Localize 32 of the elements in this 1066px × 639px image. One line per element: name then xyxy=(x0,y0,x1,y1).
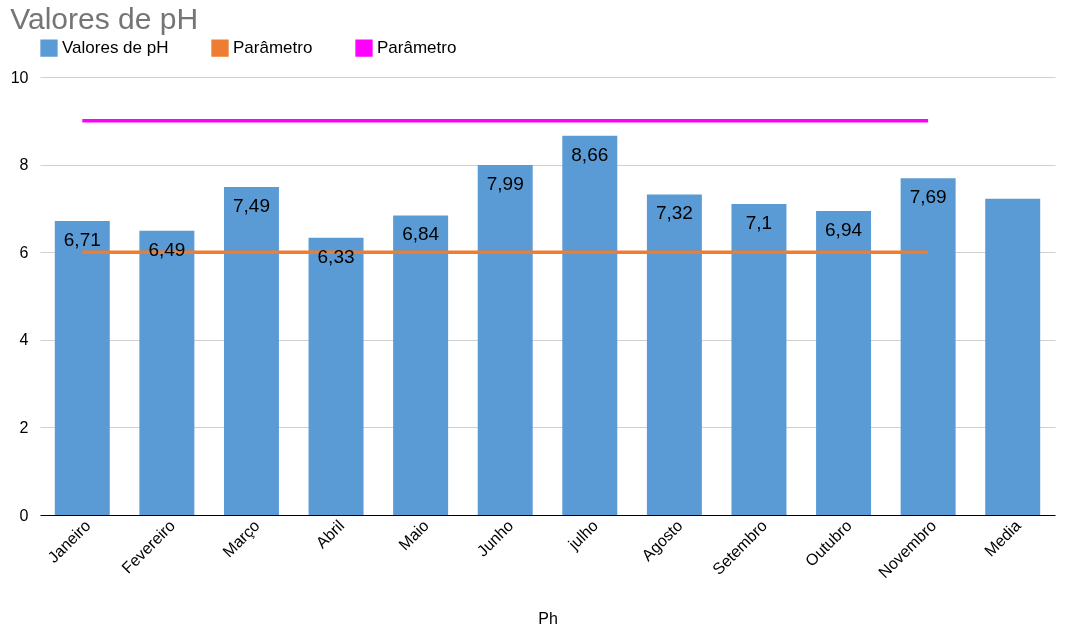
bar xyxy=(562,135,618,515)
bar xyxy=(646,194,702,515)
bar xyxy=(985,198,1041,515)
data-label: 6,71 xyxy=(63,229,101,251)
data-label: 7,1 xyxy=(745,212,773,234)
y-tick-label: 10 xyxy=(10,68,29,86)
y-tick-label: 6 xyxy=(19,243,29,261)
y-tick-label: 2 xyxy=(19,418,29,436)
data-label: 8,66 xyxy=(571,143,609,165)
legend-label: Parâmetro xyxy=(377,38,457,58)
y-tick-label: 0 xyxy=(19,506,29,524)
data-label: 7,99 xyxy=(486,173,524,195)
legend-label: Valores de pH xyxy=(62,38,169,58)
data-label: 7,49 xyxy=(232,194,270,216)
bar xyxy=(54,221,110,515)
bar xyxy=(393,215,449,515)
bar xyxy=(477,165,533,515)
y-tick-label: 4 xyxy=(19,331,29,349)
data-label: 7,32 xyxy=(655,202,693,224)
data-label: 7,69 xyxy=(909,186,947,208)
bar xyxy=(308,237,364,515)
bar xyxy=(731,204,787,515)
bar xyxy=(139,230,195,515)
legend-label: Parâmetro xyxy=(233,38,313,58)
chart-title: Valores de pH xyxy=(10,2,199,35)
x-axis-title: Ph xyxy=(538,610,558,627)
bar xyxy=(816,211,872,515)
bar xyxy=(223,186,279,515)
bar xyxy=(900,178,956,515)
data-label: 6,84 xyxy=(402,223,440,245)
y-tick-label: 8 xyxy=(19,156,29,174)
data-label: 6,94 xyxy=(825,219,863,241)
